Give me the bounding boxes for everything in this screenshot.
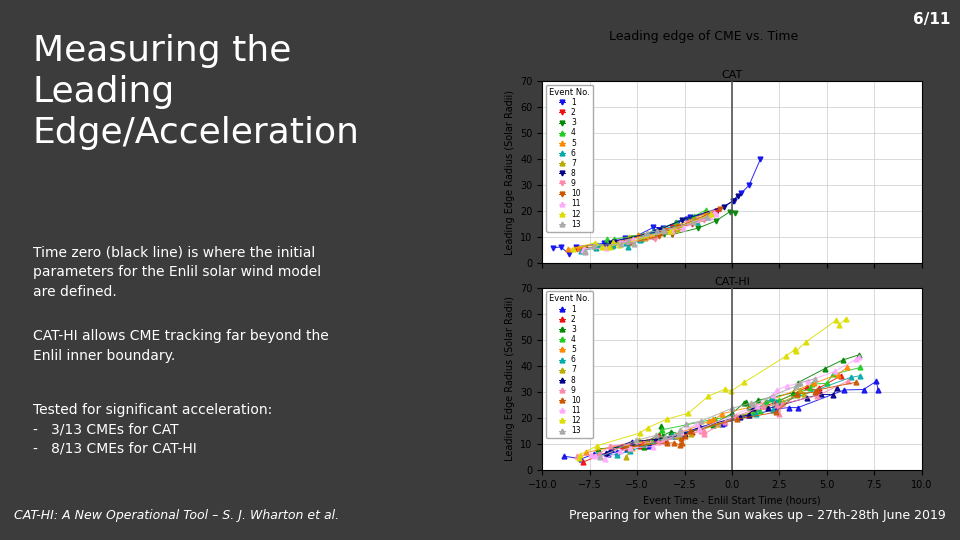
Title: CAT: CAT [721, 70, 743, 80]
Text: Preparing for when the Sun wakes up – 27th-28th June 2019: Preparing for when the Sun wakes up – 27… [569, 509, 946, 522]
Legend: 1, 2, 3, 4, 5, 6, 7, 8, 9, 10, 11, 12, 13: 1, 2, 3, 4, 5, 6, 7, 8, 9, 10, 11, 12, 1… [546, 292, 593, 438]
Text: Leading edge of CME vs. Time: Leading edge of CME vs. Time [609, 30, 798, 43]
Text: Tested for significant acceleration:
-   3/13 CMEs for CAT
-   8/13 CMEs for CAT: Tested for significant acceleration: - 3… [33, 403, 273, 456]
Y-axis label: Leading Edge Radius (Solar Radii): Leading Edge Radius (Solar Radii) [505, 296, 515, 461]
Title: CAT-HI: CAT-HI [714, 277, 750, 287]
X-axis label: Event Time - Enlil Start Time (hours): Event Time - Enlil Start Time (hours) [643, 495, 821, 505]
Text: Time zero (black line) is where the initial
parameters for the Enlil solar wind : Time zero (black line) is where the init… [33, 246, 321, 299]
Text: CAT-HI: A New Operational Tool – S. J. Wharton et al.: CAT-HI: A New Operational Tool – S. J. W… [14, 509, 340, 522]
Text: Measuring the
Leading
Edge/Acceleration: Measuring the Leading Edge/Acceleration [33, 35, 360, 150]
Legend: 1, 2, 3, 4, 5, 6, 7, 8, 9, 10, 11, 12, 13: 1, 2, 3, 4, 5, 6, 7, 8, 9, 10, 11, 12, 1… [546, 85, 593, 232]
Text: 6/11: 6/11 [913, 12, 950, 27]
Text: CAT-HI allows CME tracking far beyond the
Enlil inner boundary.: CAT-HI allows CME tracking far beyond th… [33, 329, 328, 363]
Y-axis label: Leading Edge Radius (Solar Radii): Leading Edge Radius (Solar Radii) [505, 90, 515, 255]
